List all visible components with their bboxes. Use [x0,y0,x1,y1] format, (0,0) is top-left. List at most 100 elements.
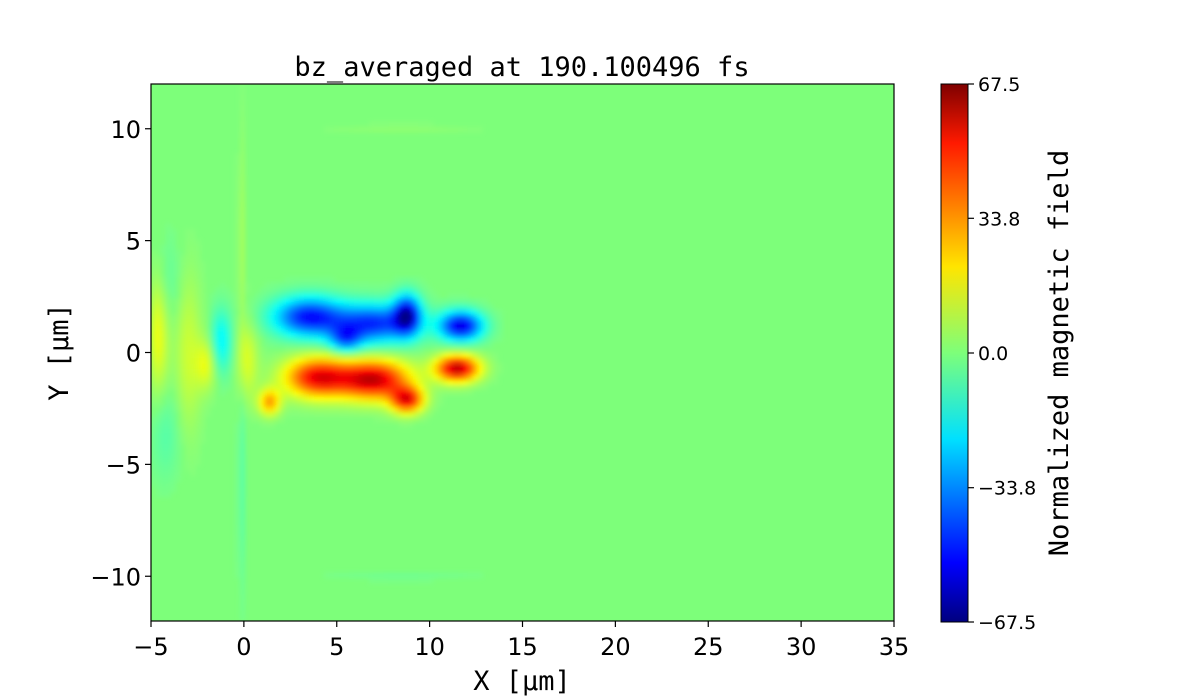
heatmap-cell [160,486,167,493]
heatmap-cell [234,481,241,488]
heatmap-cell [299,298,305,305]
heatmap-cell [457,126,464,133]
heatmap-cell [269,341,276,348]
heatmap-cell [383,293,390,300]
heatmap-cell [398,577,404,584]
heatmap-cell [423,384,429,391]
heatmap-cell [190,443,196,450]
heatmap-cell [393,303,399,310]
heatmap-cell [299,325,305,332]
heatmap-cell [180,432,186,439]
heatmap-cell [225,357,231,364]
heatmap-cell [462,341,469,348]
heatmap-cell [210,314,216,321]
heatmap-cell [160,282,167,289]
heatmap-cell [418,121,424,128]
heatmap-cell [249,319,256,326]
heatmap-cell [195,405,201,412]
heatmap-cell [343,352,350,359]
heatmap-cell [368,121,375,128]
heatmap-cell [289,395,295,402]
heatmap-cell [423,373,429,380]
heatmap-cell [205,400,211,407]
heatmap-cell [428,341,434,348]
heatmap-cell [467,357,474,364]
heatmap-cell [343,400,350,407]
heatmap-cell [185,464,191,471]
heatmap-cell [472,384,479,391]
heatmap-cell [151,325,157,332]
heatmap-cell [200,438,206,445]
heatmap-cell [190,395,196,402]
heatmap-cell [324,395,330,402]
heatmap-cell [428,126,434,133]
colorbar-tick-label: 33.8 [978,208,1020,230]
heatmap-cell [433,325,439,332]
heatmap-cell [259,357,266,364]
heatmap-cell [155,325,162,332]
heatmap-cell [165,239,172,246]
heatmap-cell [180,400,186,407]
heatmap-cell [190,293,196,300]
heatmap-cell [205,336,211,343]
heatmap-cell [482,314,489,321]
heatmap-cell [437,126,444,133]
heatmap-cell [378,577,385,584]
heatmap-cell [234,448,241,455]
heatmap-cell [329,405,335,412]
heatmap-cell [363,287,370,294]
heatmap-cell [343,389,350,396]
heatmap-cell [170,357,177,364]
heatmap-cell [284,336,290,343]
heatmap-cell [175,325,182,332]
heatmap-cell [433,357,439,364]
heatmap-cell [462,319,469,326]
heatmap-cell [358,357,365,364]
heatmap-cell [358,287,365,294]
heatmap-cell [279,330,286,337]
heatmap-cell [225,309,231,316]
heatmap-cell [254,325,261,332]
heatmap-cell [319,277,325,283]
heatmap-cell [289,362,295,369]
heatmap-cell [234,545,241,552]
heatmap-cell [190,454,196,461]
heatmap-cell [155,298,162,305]
heatmap-cell [170,239,177,246]
heatmap-cell [467,346,474,353]
heatmap-cell [155,266,162,273]
heatmap-cell [353,303,360,310]
heatmap-cell [220,336,226,343]
heatmap-cell [190,389,196,396]
heatmap-cell [239,405,246,412]
heatmap-cell [190,346,196,353]
heatmap-cell [482,368,489,375]
heatmap-cell [423,352,429,359]
heatmap-cell [185,346,191,353]
heatmap-cell [428,319,434,326]
heatmap-cell [368,330,375,337]
heatmap-cell [437,314,444,321]
heatmap-cell [200,405,206,412]
heatmap-cell [457,309,464,316]
heatmap-cell [185,255,191,262]
heatmap-cell [358,341,365,348]
heatmap-cell [294,293,300,300]
heatmap-cell [378,303,385,310]
heatmap-cell [353,405,360,412]
heatmap-cell [338,362,345,369]
heatmap-cell [210,303,216,310]
heatmap-cell [388,357,395,364]
heatmap-cell [373,293,380,300]
colorbar-tick-label: 67.5 [978,74,1020,96]
heatmap-cell [388,405,395,412]
heatmap-cell [428,400,434,407]
x-tick-label: −5 [133,633,168,661]
heatmap-cell [249,303,256,310]
heatmap-cell [442,346,449,353]
heatmap-cell [294,336,300,343]
heatmap-cell [309,373,315,380]
heatmap-cell [239,438,246,445]
heatmap-cell [225,346,231,353]
heatmap-cell [229,325,236,332]
